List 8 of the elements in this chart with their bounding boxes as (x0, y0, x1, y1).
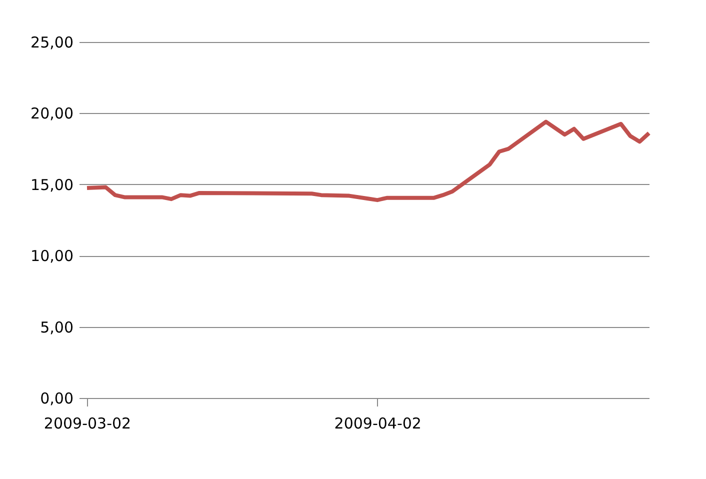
y-tick-label: 20,00 (30, 104, 74, 123)
y-tick-label: 5,00 (40, 318, 74, 336)
y-tick-label: 25,00 (30, 34, 74, 52)
y-tick-label: 0,00 (40, 390, 74, 408)
x-tick-label: 2009-04-02 (334, 414, 422, 432)
y-tick-label: 15,00 (30, 176, 74, 194)
y-tick-label: 10,00 (30, 247, 74, 266)
x-tick-label: 2009-03-02 (44, 414, 132, 432)
